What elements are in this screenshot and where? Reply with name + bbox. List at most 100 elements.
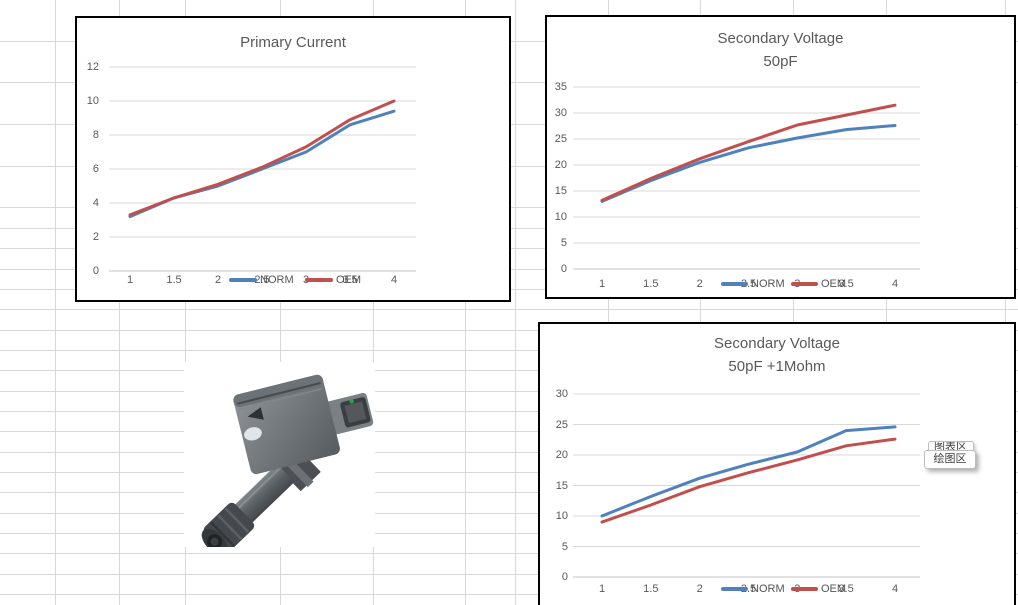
chart-plot-area bbox=[573, 393, 920, 578]
worksheet-column-gridline bbox=[280, 0, 281, 605]
worksheet-column-gridline bbox=[55, 0, 56, 605]
y-axis-tick-label: 4 bbox=[92, 197, 99, 209]
worksheet-column-gridline bbox=[119, 0, 120, 605]
x-axis-tick-label: 2.5 bbox=[740, 278, 757, 290]
y-axis-tick-label: 12 bbox=[86, 61, 99, 73]
x-axis-tick-label: 1.5 bbox=[166, 274, 182, 286]
chart-title-line: Primary Current bbox=[240, 34, 346, 51]
worksheet-column-gridline bbox=[700, 0, 701, 605]
y-axis-tick-label: 10 bbox=[86, 95, 99, 107]
x-axis-tick-label: 4 bbox=[390, 274, 398, 286]
series-line-oem[interactable] bbox=[128, 99, 396, 217]
ignition-coil-image[interactable] bbox=[184, 362, 375, 555]
worksheet-row-gridline bbox=[0, 431, 1018, 432]
tooltip-plot-area-label: 绘图区 bbox=[933, 453, 967, 465]
y-axis-tick-label: 2 bbox=[92, 231, 99, 243]
y-axis-tick-label: 5 bbox=[561, 540, 568, 553]
coil-boot-rib bbox=[217, 514, 243, 540]
x-axis-tick-label: 2.5 bbox=[254, 274, 270, 286]
legend-label-norm[interactable]: NORM bbox=[751, 278, 785, 290]
coil-shaft bbox=[232, 463, 295, 526]
chart-title-line: 50pF bbox=[763, 53, 798, 70]
worksheet-column-gridline bbox=[793, 0, 794, 605]
coil-head-rib bbox=[236, 382, 321, 405]
y-axis-tick-label: 10 bbox=[554, 211, 567, 223]
chart-secondary-voltage-50pf[interactable]: 0 5 10 15 20 25 30 35 Secondary Voltage 50pF 1 1.5 2… bbox=[545, 15, 1016, 299]
y-axis-tick-label: 8 bbox=[92, 129, 99, 141]
y-axis-tick-label: 30 bbox=[555, 388, 568, 400]
worksheet-row-gridline bbox=[0, 594, 1018, 595]
worksheet-row-gridline bbox=[0, 533, 1018, 534]
y-axis-tick-label: 35 bbox=[554, 81, 567, 93]
y-axis-tick-label: 10 bbox=[555, 510, 568, 522]
y-axis-tick-label: 30 bbox=[554, 107, 567, 119]
worksheet-row-gridline bbox=[0, 492, 1018, 493]
y-axis-tick-label: 0 bbox=[92, 265, 99, 277]
worksheet-row-gridline bbox=[0, 452, 1018, 453]
chart-plot-area bbox=[109, 66, 416, 272]
x-axis-tick-label: 2.5 bbox=[740, 583, 757, 595]
x-axis-tick-label: 4 bbox=[891, 278, 899, 290]
worksheet-column-gridline bbox=[373, 0, 374, 605]
x-axis-tick-label: 1.5 bbox=[643, 278, 659, 290]
series-line-norm[interactable] bbox=[600, 124, 897, 203]
coil-connector-pin-dot bbox=[349, 399, 354, 404]
worksheet-row-gridline bbox=[0, 411, 1018, 412]
worksheet-column-gridline bbox=[608, 0, 609, 605]
worksheet-column-gridline bbox=[465, 0, 466, 605]
x-axis-tick-label: 4 bbox=[891, 583, 899, 595]
legend-marker-norm[interactable] bbox=[229, 278, 257, 282]
coil-head-group bbox=[233, 374, 340, 475]
x-axis-tick-label: 2 bbox=[214, 274, 222, 286]
worksheet-column-gridline bbox=[886, 0, 887, 605]
tooltip-plot-area: 绘图区 bbox=[924, 450, 976, 469]
series-line-norm[interactable] bbox=[600, 425, 897, 518]
x-axis-tick-label: 2 bbox=[696, 278, 703, 290]
legend-label-norm[interactable]: NORM bbox=[751, 583, 785, 595]
worksheet-column-gridline bbox=[185, 0, 186, 605]
coil-tip-center bbox=[210, 537, 219, 546]
legend-label-oem[interactable]: OEM bbox=[821, 583, 847, 595]
series-line-oem[interactable] bbox=[600, 103, 897, 202]
worksheet-column-gridline bbox=[1005, 0, 1006, 605]
tooltip-chart-area-label: 图表区 bbox=[934, 441, 967, 453]
legend-marker-norm[interactable] bbox=[721, 282, 748, 286]
y-axis-tick-label: 20 bbox=[554, 159, 567, 171]
ignition-coil-drawing bbox=[201, 374, 374, 555]
legend-marker-norm[interactable] bbox=[721, 587, 748, 591]
worksheet-row-gridline bbox=[0, 574, 1018, 575]
legend-marker-oem[interactable] bbox=[791, 282, 818, 286]
y-axis-tick-label: 20 bbox=[555, 449, 568, 461]
x-axis-tick-label: 3.5 bbox=[838, 583, 854, 595]
worksheet-row-gridline bbox=[0, 472, 1018, 473]
legend-marker-oem[interactable] bbox=[791, 587, 818, 591]
series-line-oem[interactable] bbox=[600, 437, 897, 524]
coil-triangle-mark bbox=[247, 407, 264, 420]
y-axis-tick-label: 0 bbox=[561, 571, 568, 583]
x-axis-tick-label: 1 bbox=[126, 274, 134, 286]
worksheet-row-gridline bbox=[0, 370, 1018, 371]
worksheet-row-gridline bbox=[0, 350, 1018, 351]
worksheet-row-gridline bbox=[0, 330, 1018, 331]
chart-title-line: Secondary Voltage bbox=[714, 335, 840, 352]
x-axis-tick-label: 1 bbox=[598, 278, 606, 290]
legend-marker-oem[interactable] bbox=[305, 278, 333, 282]
y-axis-tick-label: 6 bbox=[92, 163, 99, 175]
y-axis-tick-label: 5 bbox=[560, 237, 567, 249]
legend-label-oem[interactable]: OEM bbox=[336, 274, 362, 286]
chart-title-line: 50pF +1Mohm bbox=[728, 358, 826, 375]
x-axis-tick-label: 3.5 bbox=[838, 278, 854, 290]
y-axis-tick-label: 25 bbox=[554, 133, 567, 145]
y-axis-tick-label: 15 bbox=[555, 479, 568, 492]
x-axis-tick-label: 2 bbox=[696, 583, 703, 595]
coil-connector-inner bbox=[344, 401, 367, 424]
worksheet-row-gridline bbox=[0, 391, 1018, 392]
x-axis-tick-label: 1.5 bbox=[643, 583, 659, 595]
legend-label-oem[interactable]: OEM bbox=[821, 278, 847, 290]
worksheet-column-gridline bbox=[515, 0, 516, 605]
coil-boot-rib bbox=[224, 507, 250, 533]
legend-label-norm[interactable]: NORM bbox=[260, 274, 294, 286]
x-axis-tick-label: 3.5 bbox=[342, 274, 358, 286]
